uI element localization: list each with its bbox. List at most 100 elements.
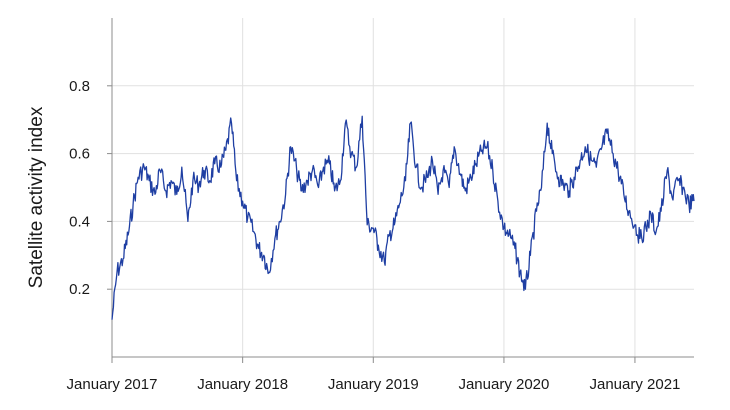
data-point	[688, 204, 689, 205]
data-point	[552, 153, 553, 154]
data-point	[373, 228, 374, 229]
data-point	[318, 187, 319, 188]
data-point	[503, 228, 504, 229]
data-point	[547, 123, 548, 124]
data-point	[682, 187, 683, 188]
data-point	[133, 204, 134, 205]
x-tick-label: January 2017	[67, 376, 158, 393]
y-axis-title: Satellite activity index	[26, 106, 47, 288]
data-point	[591, 160, 592, 161]
y-tick-label: 0.8	[69, 78, 90, 95]
data-point	[514, 248, 515, 249]
data-point	[596, 167, 597, 168]
data-point	[569, 190, 570, 191]
data-point	[618, 170, 619, 171]
data-point	[231, 123, 232, 124]
data-point	[410, 123, 411, 124]
data-point	[165, 190, 166, 191]
gridlines	[112, 18, 694, 357]
data-point	[176, 194, 177, 195]
data-point	[399, 204, 400, 205]
data-point	[475, 163, 476, 164]
data-point	[519, 272, 520, 273]
data-point	[209, 180, 210, 181]
data-point	[225, 150, 226, 151]
data-point	[138, 177, 139, 178]
data-point	[181, 167, 182, 168]
data-point	[449, 187, 450, 188]
data-point	[693, 201, 694, 202]
data-point	[242, 201, 243, 202]
data-point	[438, 194, 439, 195]
data-point	[613, 153, 614, 154]
x-tick-label: January 2020	[458, 376, 549, 393]
data-point	[159, 170, 160, 171]
data-point	[465, 190, 466, 191]
data-point	[123, 258, 124, 259]
series-layer	[111, 115, 695, 320]
data-point	[639, 238, 640, 239]
data-point	[296, 170, 297, 171]
data-point	[274, 238, 275, 239]
data-point	[307, 180, 308, 181]
data-point	[247, 217, 248, 218]
data-point	[427, 177, 428, 178]
data-point	[285, 194, 286, 195]
data-point	[497, 201, 498, 202]
data-point	[279, 221, 280, 222]
data-point	[378, 245, 379, 246]
data-point	[301, 190, 302, 191]
data-point	[351, 153, 352, 154]
data-point	[362, 116, 363, 117]
data-point	[623, 194, 624, 195]
data-point	[530, 255, 531, 256]
tick-labels: January 2017 January 2018 January 2019 Janu…	[67, 78, 681, 393]
data-point	[367, 224, 368, 225]
data-point	[454, 146, 455, 147]
x-tick-label: January 2018	[197, 376, 288, 393]
data-point	[187, 221, 188, 222]
data-point	[258, 248, 259, 249]
data-point	[487, 146, 488, 147]
data-point	[470, 177, 471, 178]
data-point	[220, 167, 221, 168]
data-point	[574, 177, 575, 178]
data-point	[312, 170, 313, 171]
data-point	[263, 255, 264, 256]
data-point	[606, 133, 607, 134]
data-point	[508, 234, 509, 235]
data-point	[585, 146, 586, 147]
y-tick-label: 0.4	[69, 213, 90, 230]
data-point	[111, 319, 112, 320]
data-point	[650, 214, 651, 215]
data-point	[563, 184, 564, 185]
data-point	[340, 180, 341, 181]
data-point	[628, 211, 629, 212]
data-point	[525, 289, 526, 290]
data-point	[356, 167, 357, 168]
y-tick-label: 0.2	[69, 281, 90, 298]
data-point	[634, 224, 635, 225]
data-point	[214, 163, 215, 164]
data-point	[645, 228, 646, 229]
data-point	[154, 194, 155, 195]
data-point	[580, 160, 581, 161]
data-point	[661, 211, 662, 212]
data-point	[601, 146, 602, 147]
data-point	[198, 184, 199, 185]
data-point	[677, 180, 678, 181]
data-point	[492, 170, 493, 171]
series-line	[111, 115, 695, 320]
data-point	[171, 180, 172, 181]
data-point	[394, 224, 395, 225]
data-point	[416, 167, 417, 168]
data-point	[384, 262, 385, 263]
data-point	[128, 234, 129, 235]
data-point	[253, 231, 254, 232]
data-point	[656, 231, 657, 232]
data-point	[236, 180, 237, 181]
data-point	[405, 180, 406, 181]
data-point	[334, 190, 335, 191]
y-tick-label: 0.6	[69, 146, 90, 163]
